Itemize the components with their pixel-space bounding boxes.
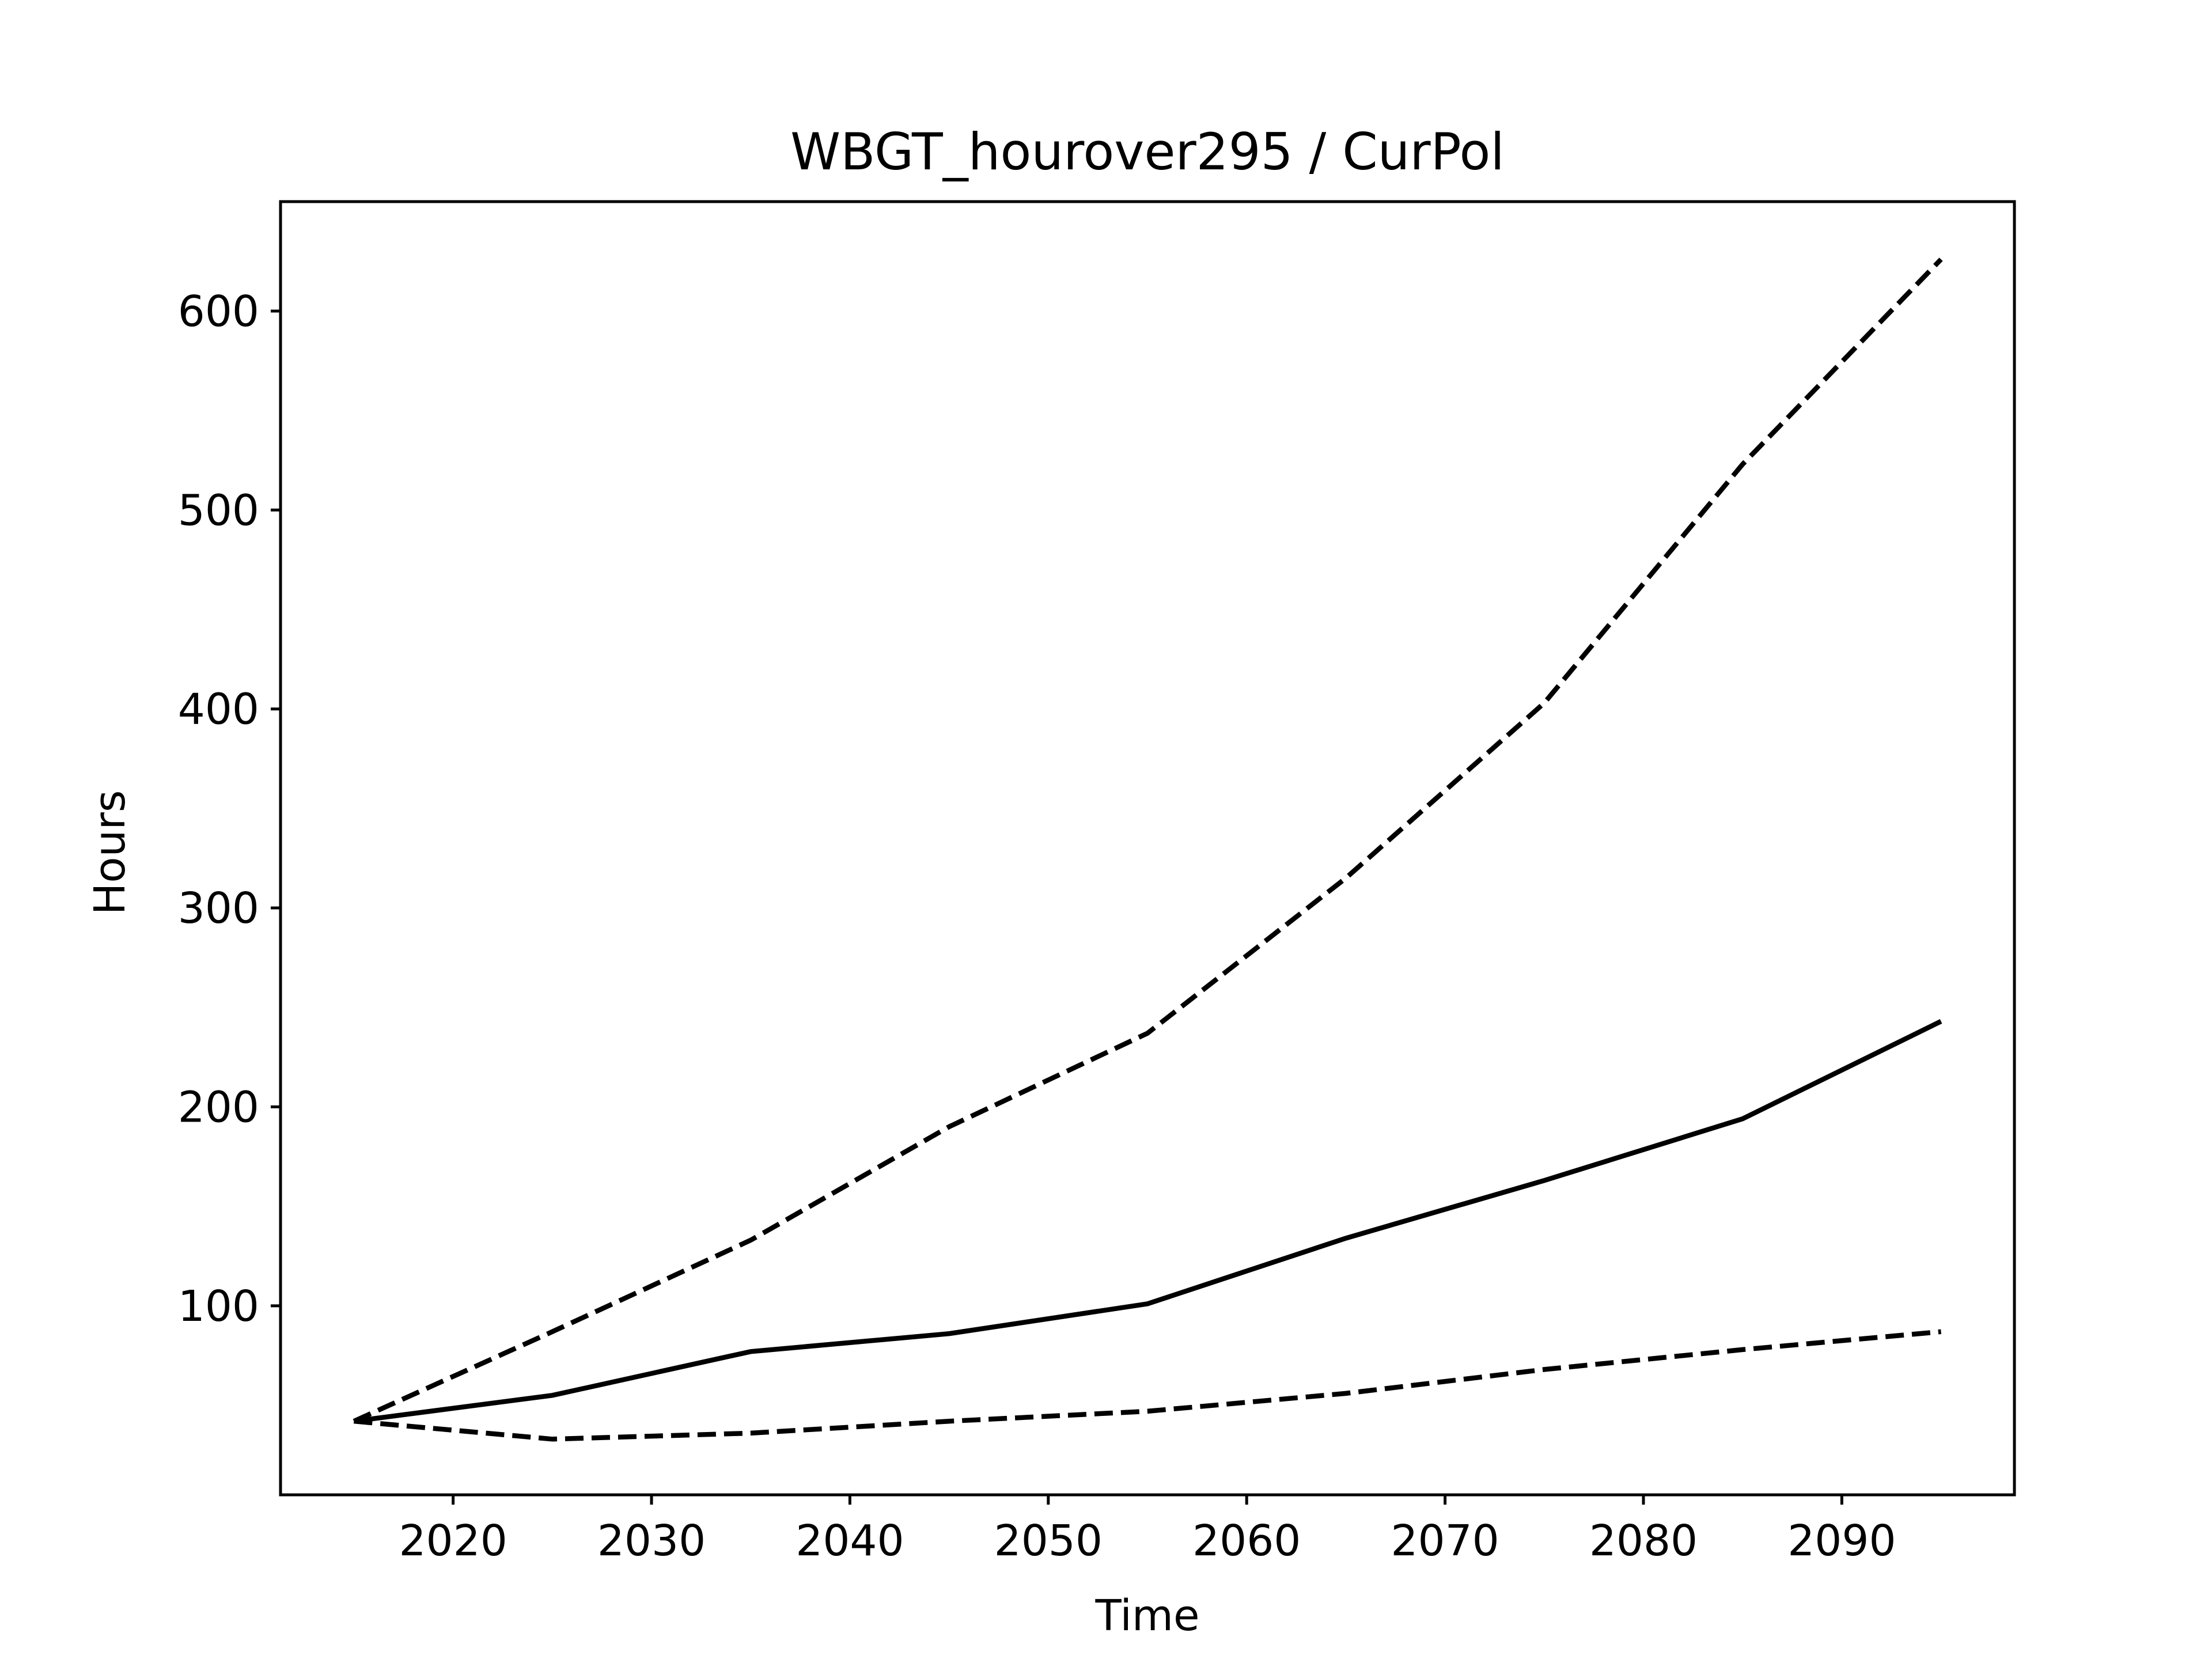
y-tick-label: 100 <box>178 1282 259 1331</box>
plot-area-frame <box>279 200 2016 1497</box>
series-line-1-dashed <box>353 257 1943 1424</box>
y-axis-ticks: 100 200 300 400 500 600 <box>178 287 281 1331</box>
x-tick-label: 2040 <box>796 1516 904 1566</box>
x-axis-label: Time <box>1094 1591 1199 1641</box>
x-tick-label: 2030 <box>597 1516 706 1566</box>
x-tick-label: 2070 <box>1391 1516 1499 1566</box>
x-tick-label: 2060 <box>1192 1516 1301 1566</box>
y-tick-label: 500 <box>178 486 259 535</box>
x-tick-label: 2090 <box>1787 1516 1896 1566</box>
y-tick-label: 600 <box>178 287 259 336</box>
y-axis-label: Hours <box>85 790 135 915</box>
x-tick-label: 2050 <box>994 1516 1103 1566</box>
series-line-3-dashed <box>354 1329 1941 1442</box>
x-tick-label: 2080 <box>1589 1516 1698 1566</box>
series-group <box>353 257 1943 1442</box>
y-tick-label: 300 <box>178 884 259 933</box>
y-tick-label: 400 <box>178 685 259 734</box>
series-line-2-solid <box>353 1019 1942 1424</box>
x-tick-label: 2020 <box>399 1516 507 1566</box>
y-tick-label: 200 <box>178 1083 259 1132</box>
x-axis-ticks: 2020 2030 2040 2050 2060 2070 2080 2090 <box>399 1495 1896 1566</box>
chart-title: WBGT_hourover295 / CurPol <box>790 122 1505 181</box>
